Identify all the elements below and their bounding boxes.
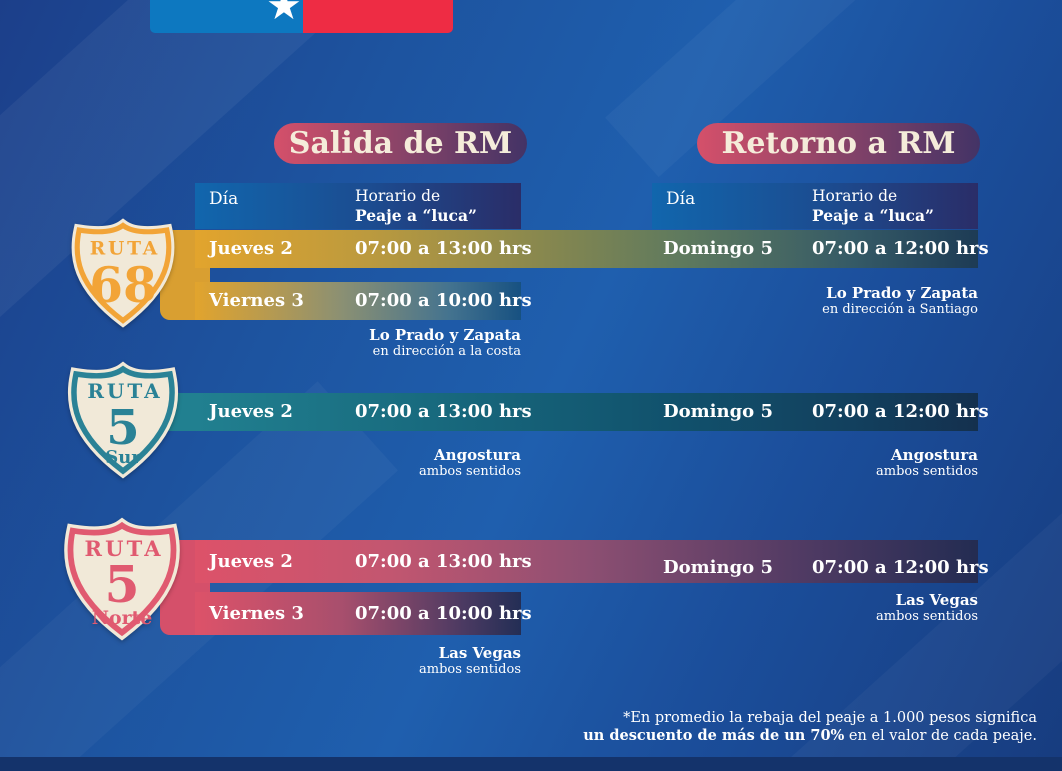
ruta68-retorno-note: Lo Prado y Zapata en dirección a Santiag… [728, 285, 978, 318]
ruta-5-sur-shield-icon: RUTA 5 Sur [60, 360, 186, 480]
footnote-line1: *En promedio la rebaja del peaje a 1.000… [623, 710, 1037, 726]
ruta68-retorno-day: Domingo 5 [663, 238, 773, 259]
horario-column-label: Horario de Peaje a “luca” [355, 187, 477, 225]
horario-line2: Peaje a “luca” [812, 206, 934, 225]
horario-column-label: Horario de Peaje a “luca” [812, 187, 934, 225]
ruta5norte-salida-time2: 07:00 a 10:00 hrs [355, 603, 532, 624]
retorno-table-header: Día Horario de Peaje a “luca” [652, 183, 978, 229]
ruta5norte-salida-note: Las Vegas ambos sentidos [271, 645, 521, 678]
flag-red-field [303, 0, 453, 33]
horario-line1: Horario de [812, 187, 898, 205]
shield-route-suffix: Sur [105, 447, 141, 468]
ruta68-salida-time2: 07:00 a 10:00 hrs [355, 290, 532, 311]
ruta68-salida-day: Jueves 2 [209, 238, 293, 259]
toll-name: Angostura [434, 446, 521, 464]
footnote-line2-rest: en el valor de cada peaje. [844, 728, 1037, 744]
horario-line2: Peaje a “luca” [355, 206, 477, 225]
toll-direction: ambos sentidos [876, 464, 978, 479]
toll-direction: ambos sentidos [419, 662, 521, 677]
salida-rm-pill: Salida de RM [274, 123, 527, 164]
horario-line1: Horario de [355, 187, 441, 205]
ruta-5-norte-shield-icon: RUTA 5 Norte [56, 516, 188, 642]
shield-route-label: RUTA [85, 536, 164, 561]
ruta5norte-salida-day2: Viernes 3 [209, 603, 304, 624]
ruta5norte-retorno-time: 07:00 a 12:00 hrs [812, 557, 989, 578]
ruta5norte-retorno-note: Las Vegas ambos sentidos [728, 592, 978, 625]
shield-route-number: 5 [104, 555, 139, 614]
ruta68-salida-time: 07:00 a 13:00 hrs [355, 238, 532, 259]
ruta68-salida-note: Lo Prado y Zapata en dirección a la cost… [271, 327, 521, 360]
footnote-line2: un descuento de más de un 70% en el valo… [437, 727, 1037, 745]
ruta68-schedule-row-viernes: Viernes 3 07:00 a 10:00 hrs [195, 282, 532, 320]
ruta68-salida-day2: Viernes 3 [209, 290, 304, 311]
ruta68-retorno-time: 07:00 a 12:00 hrs [812, 238, 989, 259]
ruta5norte-salida-day: Jueves 2 [209, 551, 293, 572]
toll-name: Las Vegas [895, 591, 978, 609]
ruta5norte-salida-time: 07:00 a 13:00 hrs [355, 551, 532, 572]
ruta68-schedule-row-jueves-domingo: Jueves 2 07:00 a 13:00 hrs Domingo 5 07:… [195, 230, 989, 268]
toll-name: Lo Prado y Zapata [826, 284, 978, 302]
ruta5norte-schedule-row-viernes: Viernes 3 07:00 a 10:00 hrs [195, 592, 532, 635]
footnote-line2-bold: un descuento de más de un 70% [583, 727, 845, 744]
toll-name: Angostura [891, 446, 978, 464]
toll-name: Lo Prado y Zapata [369, 326, 521, 344]
toll-name: Las Vegas [438, 644, 521, 662]
chile-flag: ★ [150, 0, 453, 33]
ruta5sur-retorno-day: Domingo 5 [663, 401, 773, 422]
ruta5norte-retorno-day: Domingo 5 [663, 557, 773, 578]
retorno-rm-pill: Retorno a RM [697, 123, 980, 164]
toll-direction: en dirección a Santiago [822, 302, 978, 317]
dia-column-label: Día [666, 189, 696, 209]
ruta5sur-salida-time: 07:00 a 13:00 hrs [355, 401, 532, 422]
toll-direction: en dirección a la costa [372, 344, 521, 359]
ruta5sur-retorno-time: 07:00 a 12:00 hrs [812, 401, 989, 422]
shield-route-suffix: Norte [92, 607, 153, 629]
shield-route-number: 5 [106, 400, 139, 456]
footnote: *En promedio la rebaja del peaje a 1.000… [437, 709, 1037, 745]
ruta5sur-salida-day: Jueves 2 [209, 401, 293, 422]
ruta-68-shield-icon: RUTA 68 [60, 217, 186, 329]
star-icon: ★ [266, 0, 302, 29]
shield-route-label: RUTA [87, 379, 162, 403]
shield-route-label: RUTA [90, 237, 160, 259]
ruta5sur-salida-note: Angostura ambos sentidos [271, 447, 521, 480]
ruta5sur-schedule-row: Jueves 2 07:00 a 13:00 hrs Domingo 5 07:… [195, 393, 989, 431]
ruta5sur-retorno-note: Angostura ambos sentidos [728, 447, 978, 480]
bottom-border-strip [0, 757, 1062, 771]
flag-blue-field: ★ [150, 0, 303, 33]
shield-route-number: 68 [89, 257, 157, 314]
ruta5norte-schedule-row-jueves-domingo: Jueves 2 07:00 a 13:00 hrs Domingo 5 07:… [195, 540, 989, 583]
toll-direction: ambos sentidos [419, 464, 521, 479]
dia-column-label: Día [209, 189, 239, 209]
salida-table-header: Día Horario de Peaje a “luca” [195, 183, 521, 229]
toll-direction: ambos sentidos [876, 609, 978, 624]
